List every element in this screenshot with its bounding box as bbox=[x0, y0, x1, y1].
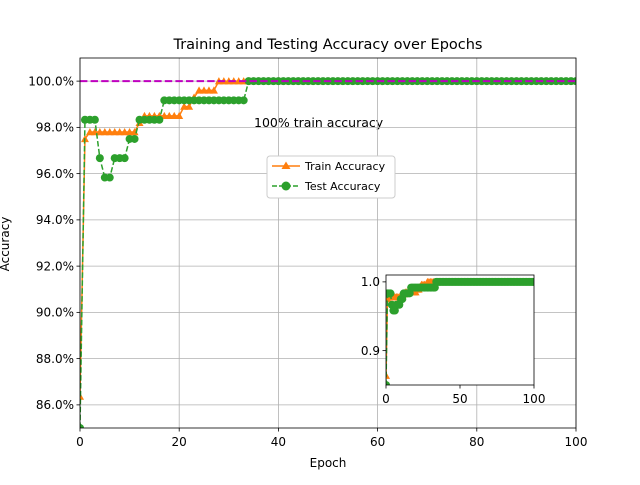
main-x-tick-label: 40 bbox=[271, 435, 286, 449]
main-test-point bbox=[130, 134, 139, 143]
main-y-tick-label: 88.0% bbox=[36, 352, 74, 366]
inset-plot-area: 0 50 100 0.9 1.0 bbox=[361, 274, 546, 406]
annotation-100-train-accuracy: 100% train accuracy bbox=[254, 115, 384, 130]
main-y-tick-label: 96.0% bbox=[36, 167, 74, 181]
inset-y-tick-label: 1.0 bbox=[361, 275, 380, 289]
main-y-tick-label: 100.0% bbox=[28, 74, 74, 88]
main-test-point bbox=[239, 96, 248, 105]
main-x-tick-label: 20 bbox=[172, 435, 187, 449]
legend-label-test: Test Accuracy bbox=[304, 180, 381, 193]
main-train-point bbox=[209, 86, 218, 94]
circle-marker-icon bbox=[281, 181, 291, 191]
inset-test-point bbox=[530, 277, 534, 286]
main-plot-area: 0 20 40 60 80 100 86.0% 88.0% 90.0% 92.0% 94.0% 96.… bbox=[28, 57, 588, 449]
triangle-marker-icon bbox=[281, 161, 291, 169]
main-y-tick-label: 98.0% bbox=[36, 121, 74, 135]
main-x-tick-label: 0 bbox=[76, 435, 84, 449]
main-y-tick-label: 90.0% bbox=[36, 306, 74, 320]
inset-data-layer bbox=[386, 277, 534, 385]
main-test-point bbox=[90, 115, 99, 124]
main-x-tick-label: 100 bbox=[565, 435, 588, 449]
main-train-point bbox=[80, 392, 84, 400]
x-axis-label: Epoch bbox=[310, 456, 347, 470]
inset-train-point bbox=[386, 371, 390, 379]
main-axes-frame bbox=[79, 57, 577, 429]
main-y-tick-label: 94.0% bbox=[36, 213, 74, 227]
chart-title: Training and Testing Accuracy over Epoch… bbox=[172, 37, 482, 53]
y-axis-label: Accuracy bbox=[0, 217, 12, 272]
inset-test-point bbox=[386, 381, 390, 385]
main-data-layer bbox=[80, 77, 576, 428]
main-y-tick-label: 86.0% bbox=[36, 398, 74, 412]
main-y-tick-label: 92.0% bbox=[36, 259, 74, 273]
legend-item-train: Train Accuracy bbox=[272, 160, 386, 173]
main-x-tick-label: 60 bbox=[370, 435, 385, 449]
inset-x-tick-label: 100 bbox=[523, 392, 546, 406]
main-train-point bbox=[175, 111, 184, 120]
legend-item-test: Test Accuracy bbox=[272, 180, 381, 193]
inset-test-point bbox=[386, 289, 395, 298]
main-test-point bbox=[120, 154, 129, 163]
main-test-point bbox=[80, 424, 84, 428]
main-test-point bbox=[95, 154, 104, 163]
inset-y-tick-label: 0.9 bbox=[361, 344, 380, 358]
main-test-point bbox=[155, 115, 164, 124]
legend-label-train: Train Accuracy bbox=[304, 160, 386, 173]
main-x-tick-label: 80 bbox=[469, 435, 484, 449]
main-train-point bbox=[185, 102, 194, 110]
inset-x-tick-label: 50 bbox=[452, 392, 467, 406]
inset-x-tick-label: 0 bbox=[382, 392, 390, 406]
legend: Train Accuracy Test Accuracy bbox=[266, 155, 396, 199]
main-test-point bbox=[105, 173, 114, 182]
